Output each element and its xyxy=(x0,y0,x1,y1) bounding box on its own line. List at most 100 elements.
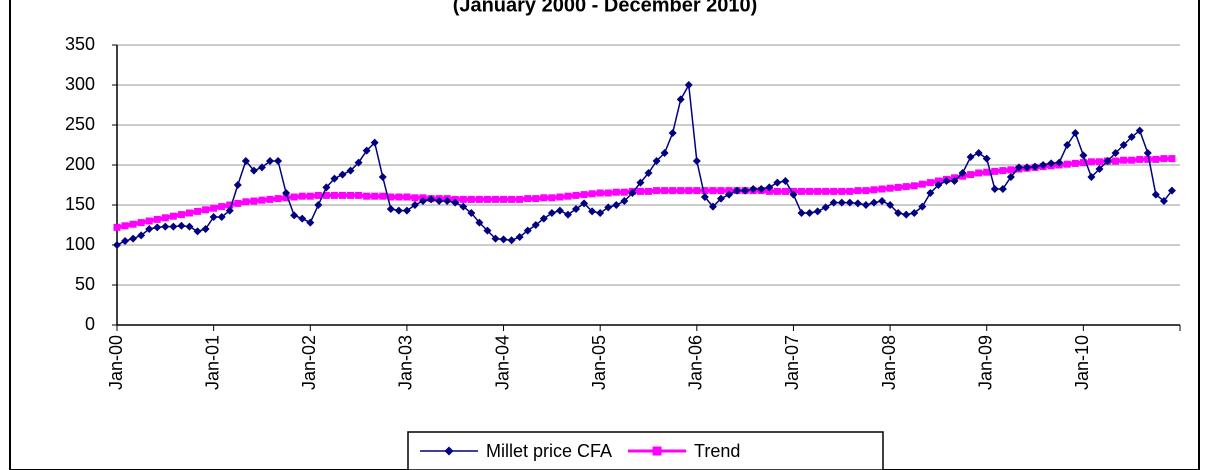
data-point xyxy=(202,206,210,214)
data-point xyxy=(121,222,129,230)
data-point xyxy=(475,218,484,227)
chart-title: (January 2000 - December 2010) xyxy=(453,0,758,16)
x-tick-label: Jan-00 xyxy=(106,335,126,390)
data-point xyxy=(121,237,130,245)
data-point xyxy=(257,163,266,172)
data-point xyxy=(620,197,629,205)
data-point xyxy=(572,205,581,213)
data-point xyxy=(282,194,290,202)
data-point xyxy=(918,202,927,211)
data-point xyxy=(684,81,693,89)
data-point xyxy=(918,180,926,188)
data-point xyxy=(355,191,363,199)
data-point xyxy=(145,217,153,225)
data-point xyxy=(539,214,548,223)
x-tick-label: Jan-10 xyxy=(1072,335,1092,390)
data-point xyxy=(298,192,306,200)
data-point xyxy=(805,209,814,217)
data-point xyxy=(1159,197,1168,205)
data-point xyxy=(137,231,146,240)
data-point xyxy=(177,211,185,219)
data-point xyxy=(371,192,379,200)
data-point xyxy=(822,187,830,195)
data-point xyxy=(1168,155,1176,163)
data-point xyxy=(757,185,766,193)
data-point xyxy=(886,184,894,192)
data-point xyxy=(242,198,250,206)
data-point xyxy=(991,167,999,175)
data-point xyxy=(958,169,967,177)
data-point xyxy=(500,195,508,203)
data-point xyxy=(806,187,814,195)
data-point xyxy=(532,195,540,203)
data-point xyxy=(266,157,275,165)
data-point xyxy=(1152,155,1160,163)
data-point xyxy=(137,219,145,227)
data-point xyxy=(226,201,234,209)
data-point xyxy=(467,195,475,203)
data-point xyxy=(998,185,1007,193)
data-point xyxy=(1006,173,1015,181)
data-point xyxy=(129,220,137,228)
x-tick-label: Jan-09 xyxy=(975,335,995,390)
data-point xyxy=(572,191,580,199)
data-point xyxy=(475,195,483,203)
data-point xyxy=(975,169,983,177)
data-point xyxy=(966,153,975,161)
data-point xyxy=(974,149,983,157)
data-point xyxy=(185,222,194,231)
data-point xyxy=(298,214,307,223)
data-point xyxy=(596,209,605,217)
data-point xyxy=(201,225,210,233)
data-point xyxy=(322,183,331,192)
data-point xyxy=(789,190,798,199)
data-point xyxy=(861,201,870,209)
data-point xyxy=(1071,159,1079,167)
data-point xyxy=(645,187,652,195)
data-point xyxy=(378,173,387,181)
data-point xyxy=(233,181,242,189)
data-point xyxy=(515,233,524,241)
data-point xyxy=(1112,157,1120,165)
data-point xyxy=(604,203,613,212)
data-point xyxy=(1144,155,1152,163)
data-point xyxy=(830,187,838,195)
data-point xyxy=(733,186,742,195)
data-point xyxy=(580,191,588,199)
data-point xyxy=(516,195,524,203)
data-point xyxy=(338,170,347,179)
data-point xyxy=(402,206,411,215)
data-point xyxy=(435,197,444,205)
data-point xyxy=(1120,156,1128,164)
data-point xyxy=(411,194,419,202)
data-point xyxy=(249,166,258,175)
data-point xyxy=(330,174,339,183)
data-point xyxy=(459,202,468,211)
data-point xyxy=(854,187,862,195)
data-point xyxy=(1007,166,1015,174)
data-point xyxy=(540,194,548,202)
data-point xyxy=(161,214,169,222)
data-point xyxy=(636,178,645,187)
y-tick-label: 300 xyxy=(65,74,95,94)
data-point xyxy=(338,191,346,199)
data-point xyxy=(902,210,911,219)
data-point xyxy=(661,187,669,195)
data-point xyxy=(1127,133,1136,141)
data-point xyxy=(314,191,322,199)
data-point xyxy=(1087,173,1096,181)
x-tick-label: Jan-02 xyxy=(299,335,319,390)
data-point xyxy=(274,157,283,165)
data-point xyxy=(628,189,637,197)
data-point xyxy=(330,191,338,199)
data-point xyxy=(1128,156,1136,164)
data-point xyxy=(386,205,395,213)
data-point xyxy=(563,210,572,219)
data-point xyxy=(379,192,387,200)
data-point xyxy=(829,198,838,207)
data-point xyxy=(821,203,830,212)
data-point xyxy=(765,183,774,192)
data-point xyxy=(1022,163,1031,172)
data-point xyxy=(210,204,218,212)
data-point xyxy=(1151,190,1160,199)
